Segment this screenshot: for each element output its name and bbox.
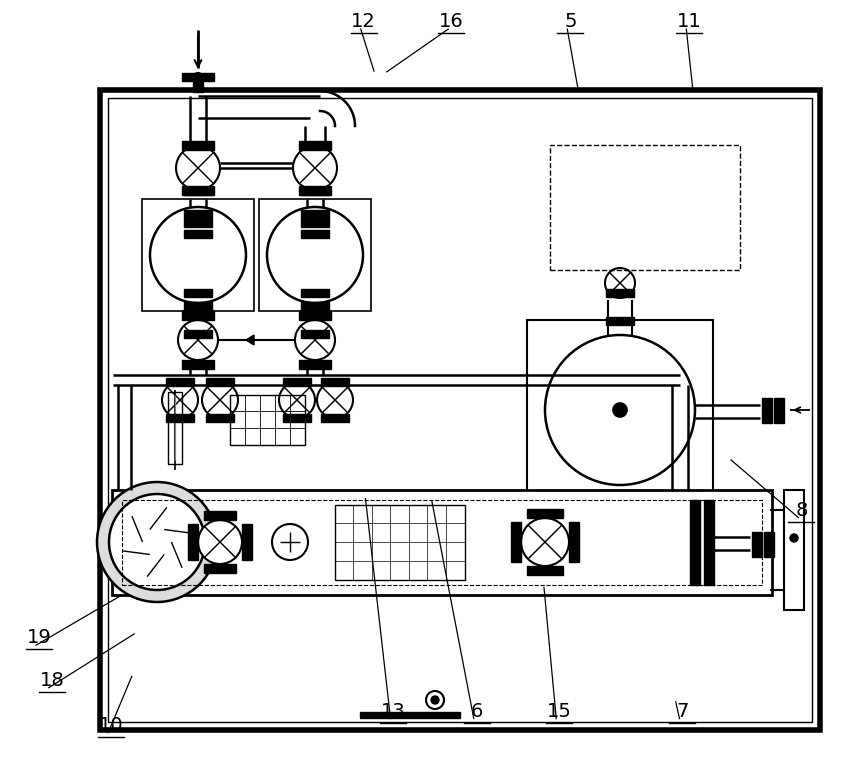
Circle shape <box>176 146 220 190</box>
Bar <box>166 414 194 422</box>
Bar <box>184 230 212 238</box>
Bar <box>527 320 713 500</box>
Bar <box>182 360 214 369</box>
Bar <box>283 414 311 422</box>
Bar <box>204 511 236 520</box>
Bar <box>182 186 214 195</box>
Bar <box>182 311 214 320</box>
Bar <box>122 500 762 585</box>
Bar <box>184 219 212 227</box>
Bar <box>182 73 214 81</box>
Text: 19: 19 <box>26 628 51 647</box>
Bar <box>301 289 329 297</box>
Bar <box>550 145 740 270</box>
Bar <box>704 500 714 585</box>
Polygon shape <box>246 335 254 345</box>
Bar <box>321 414 349 422</box>
Circle shape <box>293 146 337 190</box>
Circle shape <box>267 207 363 303</box>
Circle shape <box>613 403 627 417</box>
Text: 12: 12 <box>351 12 376 31</box>
Bar <box>752 532 762 557</box>
Bar <box>301 210 329 218</box>
Bar <box>606 317 634 325</box>
Circle shape <box>193 73 203 83</box>
Bar <box>184 187 212 195</box>
Circle shape <box>605 268 635 298</box>
Circle shape <box>97 482 217 602</box>
Bar <box>184 309 212 317</box>
Bar <box>690 500 700 585</box>
Text: 10: 10 <box>99 716 123 734</box>
Circle shape <box>279 382 315 418</box>
Text: 7: 7 <box>677 702 688 720</box>
Bar <box>299 311 331 320</box>
Bar <box>184 289 212 297</box>
Circle shape <box>317 382 353 418</box>
Circle shape <box>521 518 569 566</box>
Bar <box>784 490 804 610</box>
Bar <box>184 302 212 310</box>
Bar <box>360 712 460 718</box>
Bar <box>299 360 331 369</box>
Bar <box>606 289 634 297</box>
Bar <box>762 398 772 423</box>
Bar <box>527 509 563 518</box>
Bar <box>301 330 329 338</box>
Bar <box>100 90 820 730</box>
Bar <box>108 98 812 722</box>
Bar <box>184 330 212 338</box>
Text: 6: 6 <box>471 702 483 720</box>
Circle shape <box>790 534 798 542</box>
Text: 11: 11 <box>677 12 701 31</box>
Bar <box>321 378 349 386</box>
Circle shape <box>426 691 444 709</box>
Bar <box>182 141 214 150</box>
Circle shape <box>109 494 205 590</box>
Text: 18: 18 <box>39 671 64 690</box>
Bar <box>112 490 772 595</box>
Circle shape <box>295 320 335 360</box>
Bar <box>184 210 212 218</box>
Bar <box>204 564 236 573</box>
Text: 16: 16 <box>439 12 463 31</box>
Bar <box>335 505 465 580</box>
Bar <box>301 219 329 227</box>
Text: 15: 15 <box>547 702 572 720</box>
Bar <box>242 524 252 560</box>
Bar <box>142 199 254 311</box>
Bar <box>259 199 371 311</box>
Bar <box>230 395 305 445</box>
Bar <box>188 524 198 560</box>
Bar <box>206 378 234 386</box>
Circle shape <box>431 696 439 704</box>
Bar <box>206 414 234 422</box>
Bar <box>511 522 521 562</box>
Bar <box>301 230 329 238</box>
Bar <box>301 302 329 310</box>
Bar <box>527 566 563 575</box>
Bar <box>299 141 331 150</box>
Circle shape <box>178 320 218 360</box>
Circle shape <box>202 382 238 418</box>
Bar <box>774 398 784 423</box>
Text: 5: 5 <box>564 12 576 31</box>
Text: 13: 13 <box>381 702 405 720</box>
Bar <box>301 309 329 317</box>
Circle shape <box>198 520 242 564</box>
Bar <box>168 392 182 464</box>
Circle shape <box>150 207 246 303</box>
Text: 8: 8 <box>796 501 807 519</box>
Bar <box>193 82 203 92</box>
Bar <box>569 522 579 562</box>
Bar <box>166 378 194 386</box>
Bar <box>764 532 774 557</box>
Bar <box>283 378 311 386</box>
Circle shape <box>162 382 198 418</box>
Circle shape <box>545 335 695 485</box>
Bar <box>299 186 331 195</box>
Bar <box>301 187 329 195</box>
